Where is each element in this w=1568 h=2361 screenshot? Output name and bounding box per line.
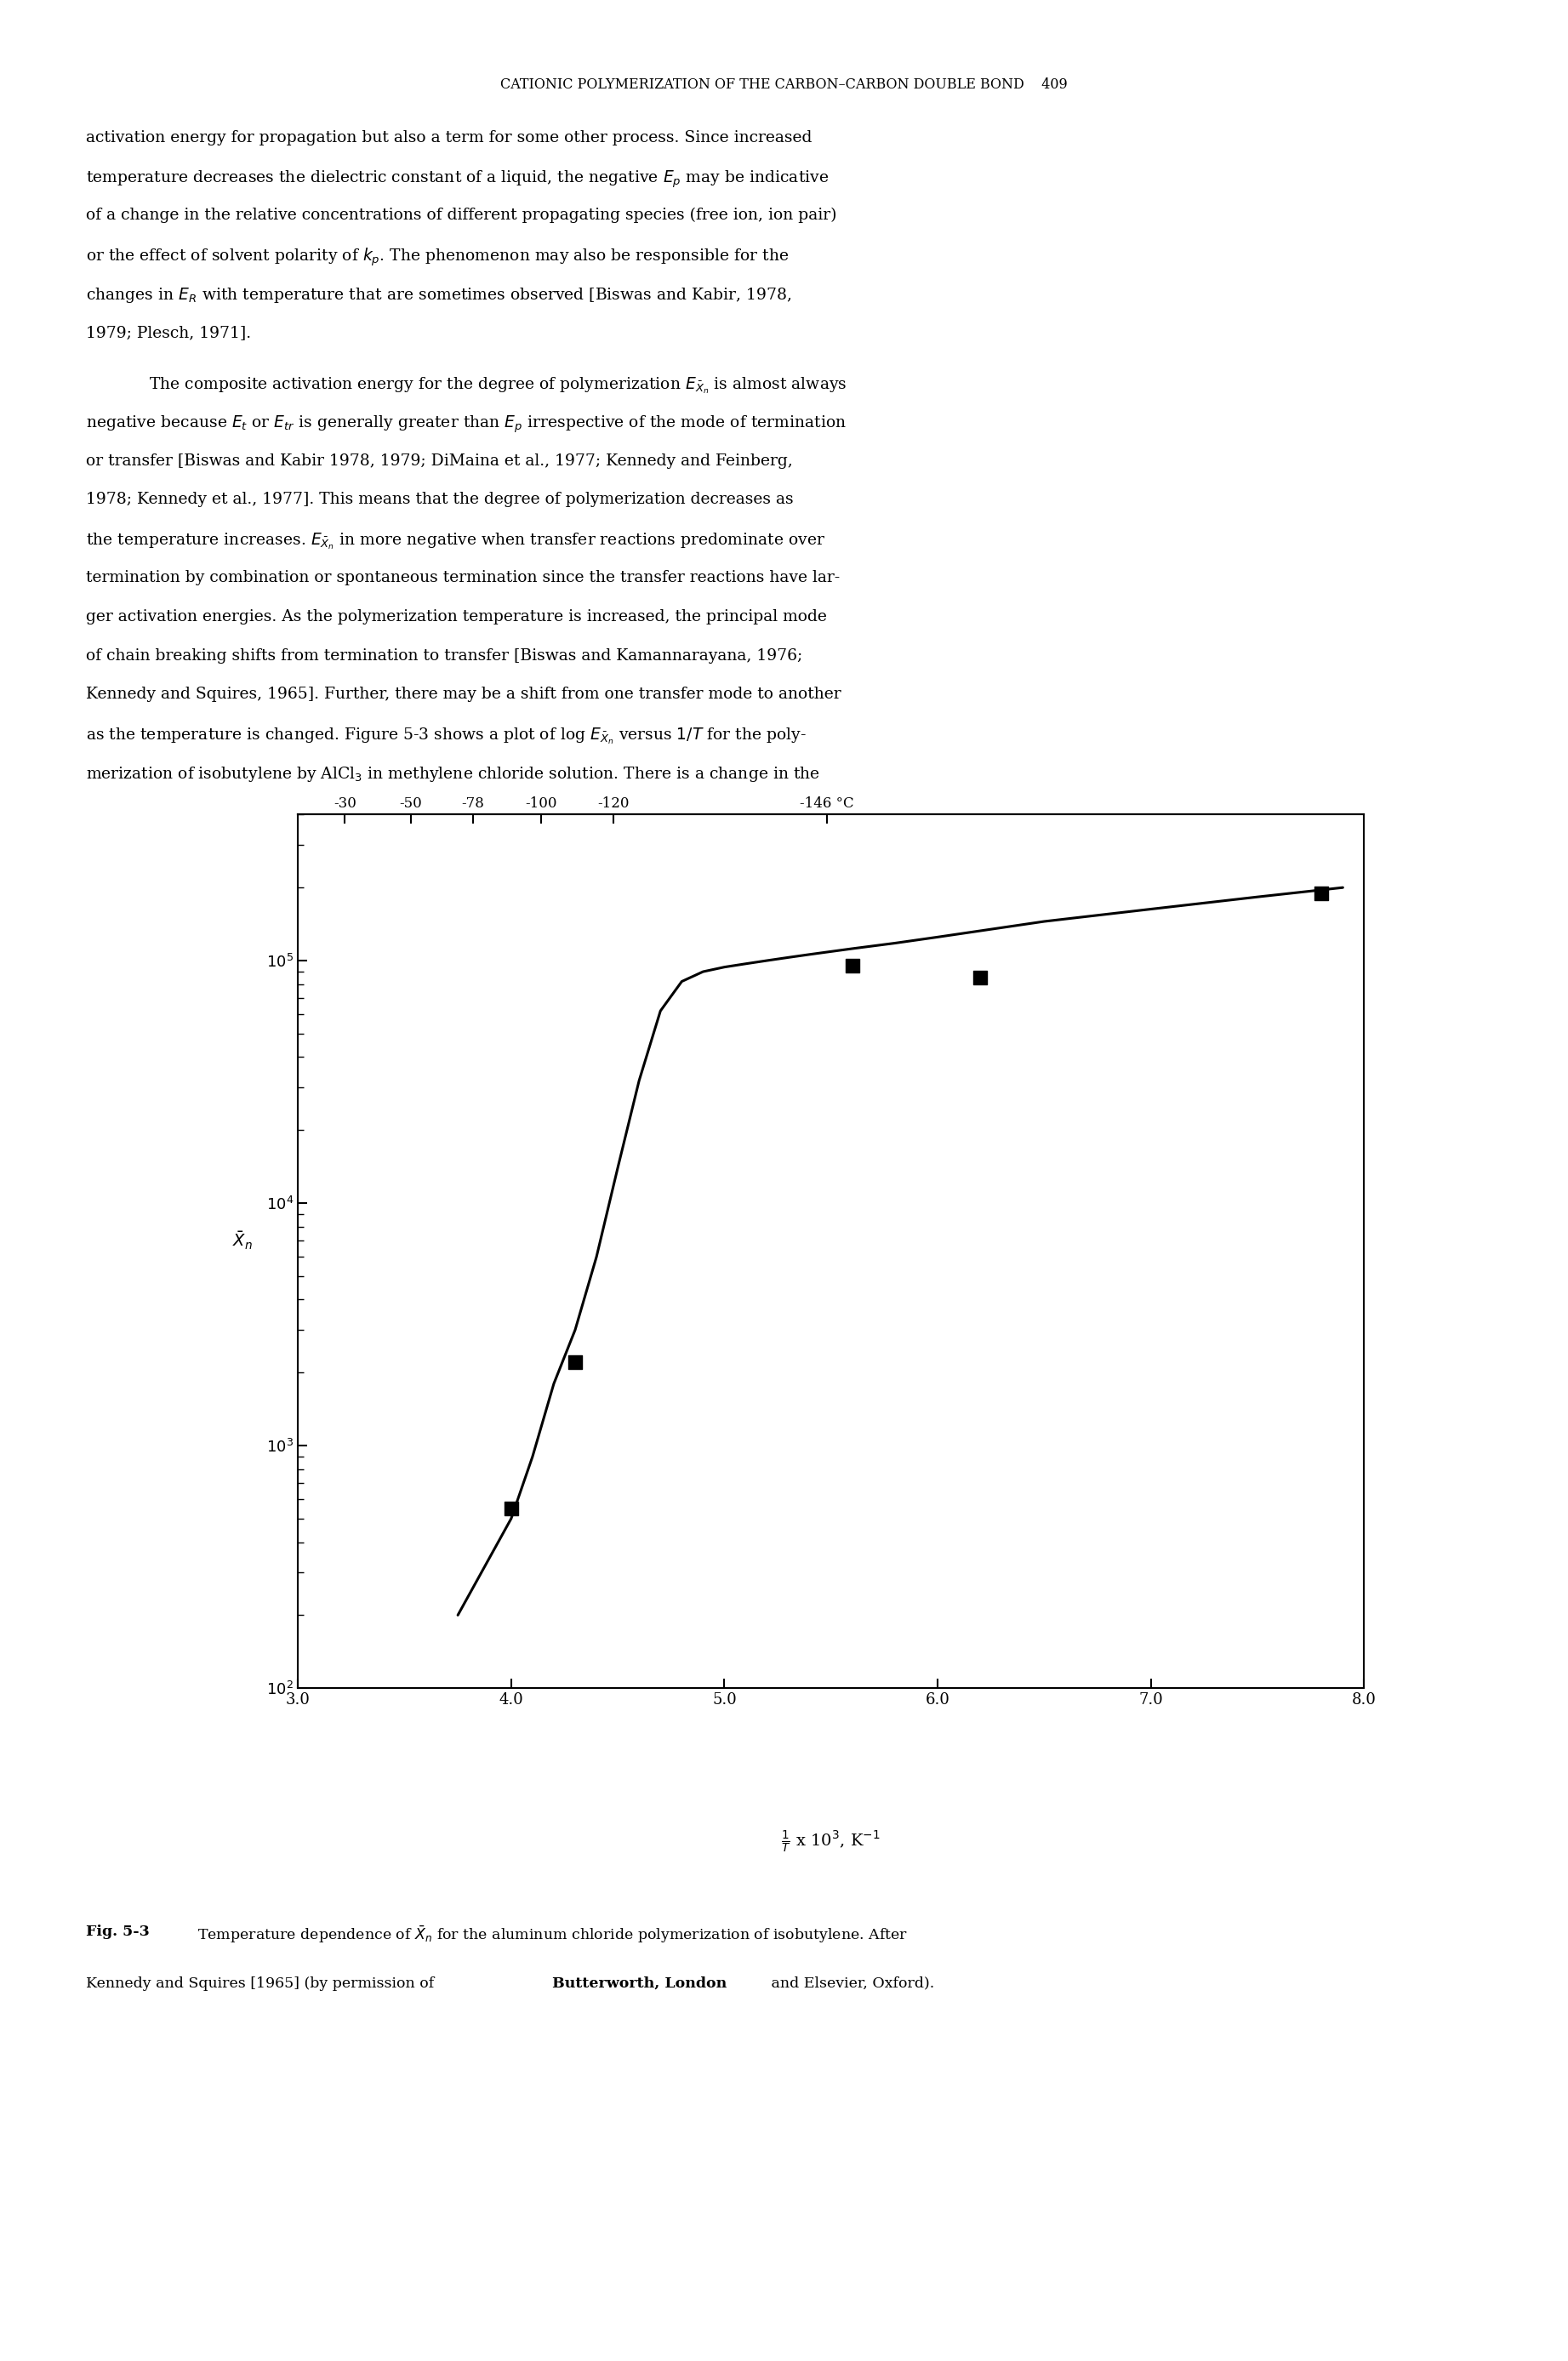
- Text: as the temperature is changed. Figure 5-3 shows a plot of log $E_{\bar{X}_n}$ ve: as the temperature is changed. Figure 5-…: [86, 725, 808, 746]
- Text: negative because $E_t$ or $E_{tr}$ is generally greater than $E_p$ irrespective : negative because $E_t$ or $E_{tr}$ is ge…: [86, 413, 847, 434]
- Text: of a change in the relative concentrations of different propagating species (fre: of a change in the relative concentratio…: [86, 208, 837, 224]
- Text: Kennedy and Squires [1965] (by permission of: Kennedy and Squires [1965] (by permissio…: [86, 1976, 439, 1990]
- Text: and Elsevier, Oxford).: and Elsevier, Oxford).: [767, 1976, 935, 1990]
- Text: The composite activation energy for the degree of polymerization $E_{\bar{X}_n}$: The composite activation energy for the …: [149, 375, 847, 394]
- Point: [840, 947, 866, 985]
- Text: activation energy for propagation but also a term for some other process. Since : activation energy for propagation but al…: [86, 130, 812, 144]
- Text: temperature decreases the dielectric constant of a liquid, the negative $E_p$ ma: temperature decreases the dielectric con…: [86, 170, 829, 189]
- Point: [1309, 874, 1334, 911]
- Text: Fig. 5-3: Fig. 5-3: [86, 1924, 151, 1938]
- Text: changes in $E_R$ with temperature that are sometimes observed [Biswas and Kabir,: changes in $E_R$ with temperature that a…: [86, 286, 792, 305]
- Text: Temperature dependence of $\bar{X}_n$ for the aluminum chloride polymerization o: Temperature dependence of $\bar{X}_n$ fo…: [188, 1924, 908, 1945]
- Text: merization of isobutylene by AlCl$_3$ in methylene chloride solution. There is a: merization of isobutylene by AlCl$_3$ in…: [86, 765, 820, 784]
- Text: 1978; Kennedy et al., 1977]. This means that the degree of polymerization decrea: 1978; Kennedy et al., 1977]. This means …: [86, 491, 793, 508]
- Text: Butterworth, London: Butterworth, London: [552, 1976, 726, 1990]
- Text: CATIONIC POLYMERIZATION OF THE CARBON–CARBON DOUBLE BOND    409: CATIONIC POLYMERIZATION OF THE CARBON–CA…: [500, 78, 1068, 92]
- Y-axis label: $\bar{X}_n$: $\bar{X}_n$: [232, 1230, 252, 1251]
- Text: Kennedy and Squires, 1965]. Further, there may be a shift from one transfer mode: Kennedy and Squires, 1965]. Further, the…: [86, 687, 842, 701]
- Text: termination by combination or spontaneous termination since the transfer reactio: termination by combination or spontaneou…: [86, 569, 840, 586]
- Text: ger activation energies. As the polymerization temperature is increased, the pri: ger activation energies. As the polymeri…: [86, 609, 828, 623]
- Text: $\frac{1}{T}$ x 10$^3$, K$^{-1}$: $\frac{1}{T}$ x 10$^3$, K$^{-1}$: [781, 1830, 881, 1853]
- Point: [563, 1343, 588, 1381]
- Point: [499, 1490, 524, 1528]
- Text: the temperature increases. $E_{\bar{X}_n}$ in more negative when transfer reacti: the temperature increases. $E_{\bar{X}_n…: [86, 531, 826, 550]
- Text: 1979; Plesch, 1971].: 1979; Plesch, 1971].: [86, 323, 251, 340]
- Text: or transfer [Biswas and Kabir 1978, 1979; DiMaina et al., 1977; Kennedy and Fein: or transfer [Biswas and Kabir 1978, 1979…: [86, 453, 793, 467]
- Point: [967, 959, 993, 996]
- Text: or the effect of solvent polarity of $k_p$. The phenomenon may also be responsib: or the effect of solvent polarity of $k_…: [86, 248, 789, 269]
- Text: of chain breaking shifts from termination to transfer [Biswas and Kamannarayana,: of chain breaking shifts from terminatio…: [86, 647, 803, 663]
